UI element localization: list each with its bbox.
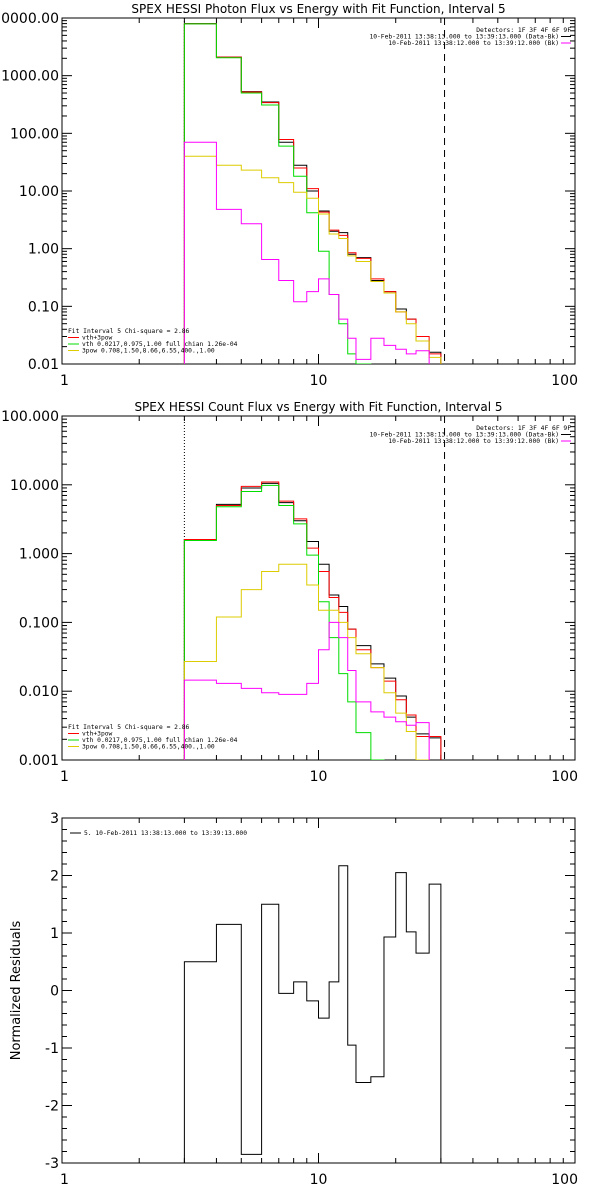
plot-area bbox=[183, 18, 446, 364]
y-tick-label: 1.000 bbox=[19, 547, 59, 563]
x-tick-label: 10 bbox=[310, 1172, 328, 1188]
series-3pow bbox=[183, 155, 442, 364]
legend-entry: Detectors: 1F 3F 4F 6F 9F bbox=[476, 27, 571, 34]
chart-title: SPEX HESSI Photon Flux vs Energy with Fi… bbox=[131, 2, 505, 16]
legend-entry: Fit Interval 5 Chi-square = 2.86 bbox=[68, 724, 190, 731]
x-tick-label: 100 bbox=[551, 373, 578, 389]
axis-ticks bbox=[61, 817, 575, 1164]
legend-entry: vth+3pow bbox=[82, 731, 113, 738]
legend-entry: 5. 10-Feb-2011 13:38:13.000 to 13:39:13.… bbox=[84, 830, 247, 837]
series-5-10-feb-2011-13-38-13-000-to-13-39-13-000 bbox=[183, 865, 442, 1163]
x-tick-label: 1 bbox=[60, 1172, 69, 1188]
y-tick-label: 10.000 bbox=[10, 478, 59, 494]
legend-entry: vth 0.0217,0.975,1.00 full chian 1.26e-0… bbox=[82, 737, 238, 744]
y-tick-label: 1 bbox=[50, 926, 59, 942]
y-tick-label: 0 bbox=[50, 984, 59, 1000]
y-tick-label: 0.001 bbox=[19, 753, 59, 769]
x-tick-label: 1 bbox=[60, 373, 69, 389]
legend-entry: 10-Feb-2011 13:38:12.000 to 13:39:12.000… bbox=[388, 438, 559, 445]
y-axis-label: Normalized Residuals bbox=[9, 921, 24, 1061]
legend-entry: 3pow 0.708,1.50,8.66,6.55,400.,1.00 bbox=[82, 744, 215, 751]
y-tick-label: 0.100 bbox=[19, 615, 59, 631]
y-tick-label: 0.01 bbox=[28, 357, 59, 373]
legend: Fit Interval 5 Chi-square = 2.86vth+3pow… bbox=[68, 328, 238, 355]
legend: Fit Interval 5 Chi-square = 2.86vth+3pow… bbox=[68, 724, 238, 751]
x-tick-label: 10 bbox=[310, 769, 328, 785]
series-vth bbox=[183, 484, 385, 760]
series-vth bbox=[183, 23, 372, 364]
y-tick-label: 2 bbox=[50, 869, 59, 885]
axis-ticks bbox=[61, 415, 575, 761]
legend-entry: 3pow 0.708,1.50,8.66,6.55,400.,1.00 bbox=[82, 348, 215, 355]
y-tick-label: 1.00 bbox=[28, 242, 59, 258]
legend-entry: vth 0.0217,0.975,1.00 full chian 1.26e-0… bbox=[82, 341, 238, 348]
x-tick-label: 1 bbox=[60, 769, 69, 785]
count-flux-panel: SPEX HESSI Count Flux vs Energy with Fit… bbox=[1, 400, 578, 785]
legend-entry: 10-Feb-2011 13:38:13.000 to 13:39:13.000… bbox=[369, 432, 559, 439]
axis-ticks bbox=[61, 17, 575, 365]
x-tick-label: 100 bbox=[551, 1172, 578, 1188]
y-tick-label: 10.00 bbox=[19, 184, 59, 200]
legend-entry: Fit Interval 5 Chi-square = 2.86 bbox=[68, 328, 190, 335]
y-tick-label: 1000.00 bbox=[1, 69, 59, 85]
y-tick-label: 100.00 bbox=[10, 126, 59, 142]
y-tick-label: 100.000 bbox=[1, 409, 59, 425]
y-tick-label: -3 bbox=[45, 1156, 59, 1172]
legend-entry: 10-Feb-2011 13:38:12.000 to 13:39:12.000… bbox=[388, 40, 559, 47]
y-tick-label: -1 bbox=[45, 1041, 59, 1057]
y-tick-label: -2 bbox=[45, 1099, 59, 1115]
x-tick-label: 100 bbox=[551, 769, 578, 785]
chart-title: SPEX HESSI Count Flux vs Energy with Fit… bbox=[134, 400, 502, 414]
plot-area bbox=[183, 416, 446, 760]
plot-area bbox=[183, 865, 442, 1163]
legend-entry: 10-Feb-2011 13:38:13.000 to 13:39:13.000… bbox=[369, 34, 559, 41]
x-tick-label: 10 bbox=[310, 373, 328, 389]
photon-flux-panel: SPEX HESSI Photon Flux vs Energy with Fi… bbox=[0, 2, 578, 389]
legend-entry: Detectors: 1F 3F 4F 6F 9F bbox=[476, 425, 571, 432]
series-bk bbox=[183, 141, 430, 364]
legend-entry: vth+3pow bbox=[82, 335, 113, 342]
y-tick-label: 0.010 bbox=[19, 684, 59, 700]
legend: 5. 10-Feb-2011 13:38:13.000 to 13:39:13.… bbox=[70, 830, 247, 837]
y-tick-label: 3 bbox=[50, 811, 59, 827]
series-bk bbox=[183, 621, 430, 760]
y-tick-label: 0.10 bbox=[28, 299, 59, 315]
